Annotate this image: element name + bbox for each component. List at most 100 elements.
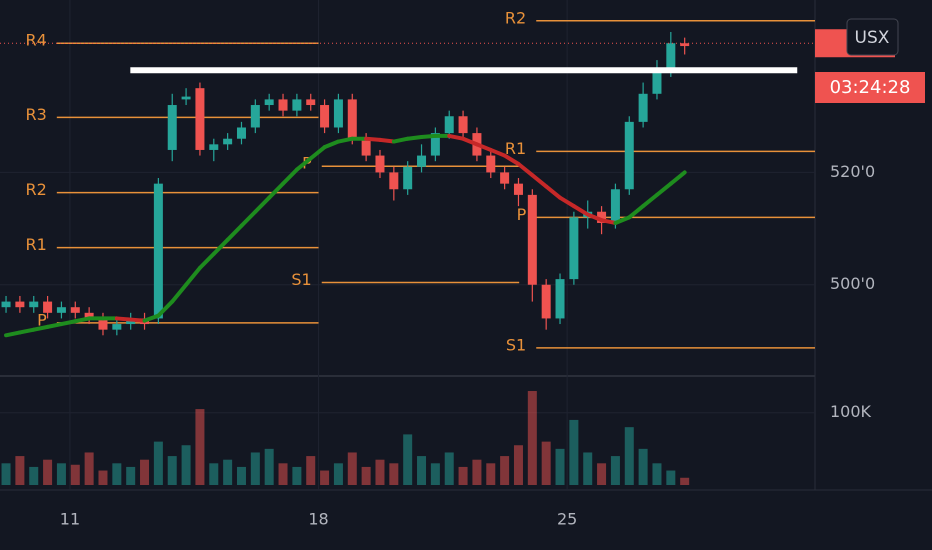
moving-average <box>336 136 355 144</box>
volume-bar <box>375 459 385 485</box>
moving-average <box>488 147 507 158</box>
candle-body <box>403 166 413 190</box>
moving-average <box>197 251 216 270</box>
volume-bar <box>569 419 579 485</box>
volume-bar <box>15 456 25 485</box>
pivot-label: P <box>37 310 47 329</box>
volume-bar <box>389 463 399 485</box>
volume-bar <box>43 459 53 485</box>
candle-body <box>209 144 219 150</box>
countdown: 03:24:28 <box>830 77 911 98</box>
candle-body <box>181 96 191 100</box>
candle-body <box>333 99 343 128</box>
moving-average <box>225 223 244 242</box>
moving-average <box>544 184 563 200</box>
moving-average <box>156 299 175 318</box>
moving-average <box>364 136 382 142</box>
moving-average <box>599 218 618 225</box>
moving-average <box>558 195 576 209</box>
volume-bar <box>250 452 260 485</box>
moving-average <box>308 145 327 161</box>
candle-body <box>278 99 288 111</box>
moving-average <box>474 142 493 152</box>
candle-body <box>610 189 620 223</box>
x-tick-label: 18 <box>308 510 328 529</box>
candle-body <box>417 155 427 167</box>
volume-bar <box>181 445 191 485</box>
candle-body <box>486 155 496 173</box>
volume-bar <box>513 445 523 485</box>
volume-bar <box>666 470 676 485</box>
candle-body <box>292 99 302 111</box>
candle-body <box>195 88 205 150</box>
volume-bar <box>306 456 316 485</box>
pivot-label: R3 <box>26 105 47 124</box>
candle-body <box>43 301 53 313</box>
candle-body <box>569 217 579 280</box>
volume-bar <box>347 452 357 485</box>
candle-body <box>375 155 385 173</box>
volume-bar <box>610 456 620 485</box>
pivot-label: S1 <box>291 270 311 289</box>
volume-bar <box>98 470 108 485</box>
volume-bar <box>126 466 136 485</box>
pivot-label: R1 <box>26 235 47 254</box>
moving-average <box>391 136 410 144</box>
candle-body <box>250 105 260 128</box>
moving-average <box>4 330 22 338</box>
candle-body <box>29 301 39 308</box>
volume-bar <box>333 463 343 485</box>
volume-bar <box>527 391 537 485</box>
candle-body <box>555 279 565 319</box>
moving-average <box>627 204 646 220</box>
pivot-label: R2 <box>505 8 526 27</box>
volume-bar <box>70 464 80 485</box>
volume-bar <box>403 434 413 485</box>
candle-body <box>500 172 510 184</box>
candle-body <box>70 307 80 313</box>
volume-bar <box>167 456 177 485</box>
candle-body <box>389 172 399 190</box>
volume-bar <box>236 466 246 485</box>
moving-average <box>516 161 535 178</box>
candle-body <box>513 183 523 195</box>
moving-average <box>128 317 147 323</box>
moving-average <box>613 215 632 225</box>
moving-average <box>142 313 161 323</box>
symbol-label[interactable]: USX <box>855 28 890 48</box>
moving-average <box>571 204 590 217</box>
volume-bar <box>1 463 11 485</box>
candle-body <box>458 116 468 134</box>
candle-body <box>680 43 690 47</box>
y-tick-label: 520'0 <box>830 162 875 181</box>
volume-bar <box>583 452 593 485</box>
candle-body <box>541 284 551 319</box>
pivot-label: R2 <box>26 180 47 199</box>
volume-bar <box>209 463 219 485</box>
volume-bar <box>361 466 371 485</box>
candle-body <box>666 43 676 72</box>
pivot-label: P <box>517 205 527 224</box>
volume-bar <box>624 427 634 485</box>
volume-bar <box>652 463 662 485</box>
moving-average <box>322 139 341 150</box>
moving-average <box>184 265 202 287</box>
symbol-button[interactable] <box>846 18 899 56</box>
candle-body <box>444 116 454 134</box>
moving-average <box>502 153 521 166</box>
pivot-label: R4 <box>26 31 47 50</box>
volume-bar <box>486 463 496 485</box>
pivot-label: S1 <box>506 335 526 354</box>
candle-body <box>167 105 177 150</box>
volume-bar <box>638 448 648 485</box>
volume-bar <box>153 441 163 485</box>
volume-bar <box>555 448 565 485</box>
candle-body <box>223 138 233 145</box>
pivot-label: R1 <box>505 139 526 158</box>
candle-body <box>624 121 634 190</box>
candle-body <box>1 301 11 308</box>
moving-average <box>447 133 466 141</box>
moving-average <box>253 195 272 214</box>
moving-average <box>294 156 313 172</box>
